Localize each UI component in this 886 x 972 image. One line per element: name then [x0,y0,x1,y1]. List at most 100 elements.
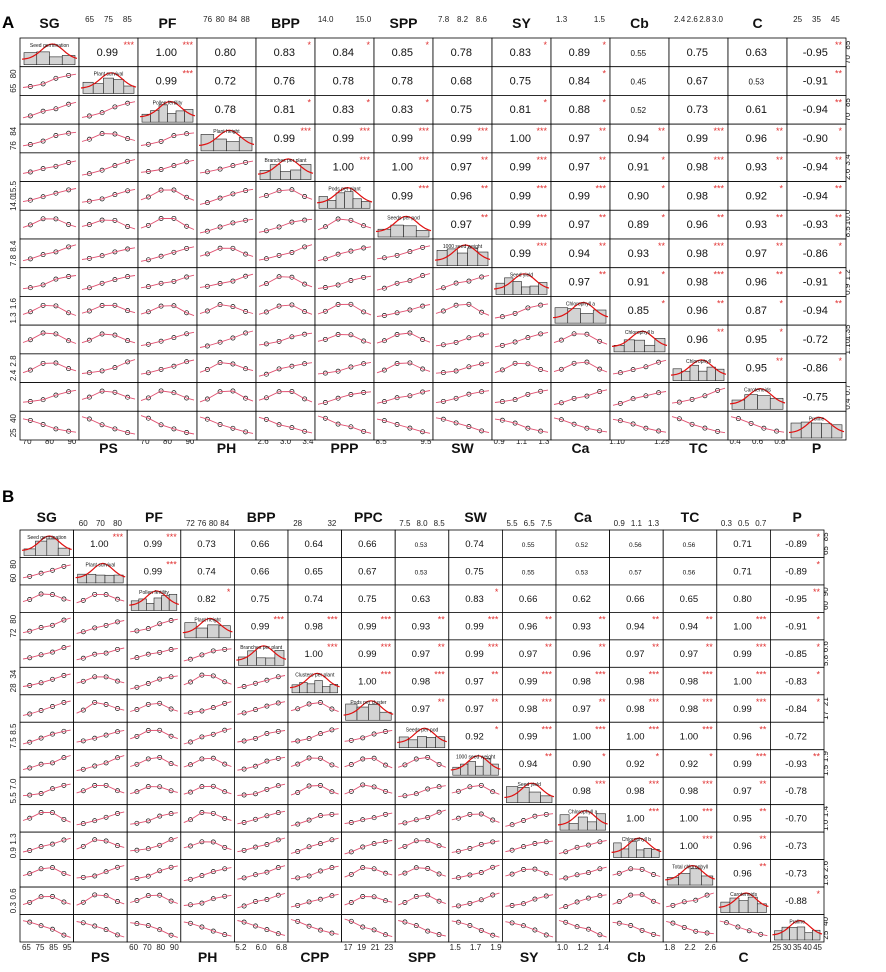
diagonal-label: Seeds per pod [406,727,439,733]
bottom-tick: 1.10 [609,437,625,446]
correlation-value: 0.99 [733,759,752,770]
bottom-tick: 5.2 [235,943,247,952]
scatter-point [125,394,131,400]
matrix-cell [180,914,235,943]
smoother-line [81,390,136,400]
bottom-tick: 70 [143,943,152,952]
significance-stars: *** [536,155,547,165]
matrix-cell [19,181,80,211]
significance-stars: *** [327,614,338,624]
diagonal-label: Seed germination [30,43,69,49]
correlation-value: -0.91 [803,76,828,88]
significance-stars: * [661,212,665,222]
histogram-bar [86,573,97,584]
scatter-point [466,424,472,430]
scatter-point [80,655,86,661]
scatter-point [99,167,105,173]
scatter-point [407,425,413,431]
density-curve [557,809,608,826]
correlation-value: 0.99 [465,649,484,660]
scatter-point [639,927,645,933]
top-tick: 5.5 [506,519,518,528]
correlation-value: 0.99 [519,676,538,687]
correlation-value: -0.72 [785,731,807,742]
significance-stars: ** [599,642,607,652]
scatter-point [112,277,118,283]
matrix-cell [501,584,557,613]
bottom-tick: 1.5 [450,943,462,952]
matrix-cell [786,238,847,269]
histogram-bar [636,849,645,858]
top-label: Ca [574,509,592,525]
histogram-bar [335,192,345,209]
correlation-value: 1.00 [733,621,752,632]
smoother-line [130,675,178,690]
significance-stars: *** [756,669,767,679]
scatter-point [188,789,193,795]
top-tick: 8.6 [476,15,488,24]
correlation-value: 0.98 [626,676,645,687]
smoother-line [317,218,372,231]
significance-stars: *** [702,724,713,734]
scatter-point [436,898,442,904]
diagonal-label: Branches per plant [265,158,308,164]
diagonal-label: 1000 seed weight [443,244,483,250]
matrix-cell [78,324,139,355]
matrix-cell [233,804,289,833]
significance-stars: ** [545,752,553,762]
matrix-cell [19,859,74,888]
scatter-point [222,789,228,795]
smoother-line [398,785,446,798]
matrix-cell [432,181,493,211]
histogram-bar [538,282,548,295]
scatter-point [302,396,308,402]
top-tick: 8.5 [434,519,446,528]
histogram-bar [698,370,708,381]
correlation-value: 1.00 [90,539,109,550]
density-curve [75,562,126,579]
scatter-point [27,309,33,315]
bottom-label: Ca [572,440,590,456]
correlation-value: 0.89 [569,47,590,59]
histogram-bar [361,201,371,209]
smoother-line [183,757,232,768]
matrix-cell [555,776,610,806]
scatter-point [134,898,140,903]
matrix-cell [501,749,557,778]
smoother-line [558,894,607,909]
smoother-line [183,812,232,824]
histogram-bar [113,574,124,584]
bottom-tick: 90 [67,437,76,446]
diagonal-label: Total chlorophyll [672,865,708,871]
right-tick: 85 [843,40,852,49]
scatter-point [50,786,55,792]
smoother-line [290,893,339,908]
significance-stars: ** [835,212,843,222]
significance-stars: * [543,97,547,107]
scatter-point [322,308,328,314]
histogram-bar [681,370,691,381]
scatter-point [115,899,120,904]
histogram-bar [596,813,606,831]
histogram-bar [146,603,155,611]
matrix-cell [555,529,610,558]
top-tick: 0.3 [721,519,733,528]
bottom-tick: 1.1 [516,437,528,446]
significance-stars: ** [759,834,767,844]
smoother-line [22,564,71,579]
scatter-point [348,918,354,924]
scatter-point [99,110,105,116]
correlation-value: 0.98 [626,786,645,797]
significance-stars: ** [658,126,666,136]
matrix-cell [609,666,664,696]
significance-stars: ** [776,356,784,366]
scatter-point [275,837,281,843]
scatter-point [295,761,301,767]
scatter-point [525,391,531,397]
smoother-line [376,245,431,260]
matrix-cell [196,353,257,383]
histogram-bar [265,657,276,666]
top-tick: 25 [793,15,802,24]
correlation-value: 0.97 [569,162,590,174]
correlation-value: 0.94 [519,759,538,770]
